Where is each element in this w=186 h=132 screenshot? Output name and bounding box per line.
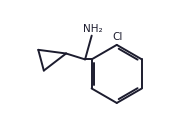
Text: NH₂: NH₂ xyxy=(83,24,102,34)
Text: Cl: Cl xyxy=(112,32,123,42)
